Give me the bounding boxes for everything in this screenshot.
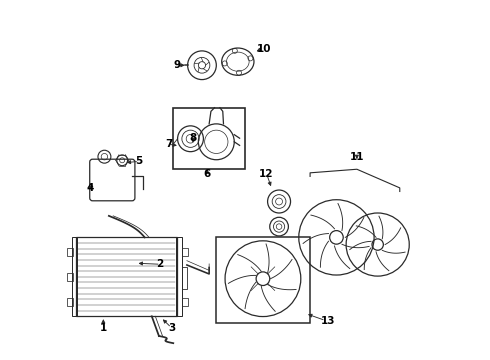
Bar xyxy=(72,237,77,316)
Bar xyxy=(67,273,73,281)
Text: 12: 12 xyxy=(259,168,274,179)
Bar xyxy=(67,298,73,306)
Text: 2: 2 xyxy=(156,259,164,269)
Bar xyxy=(181,266,187,289)
Text: 4: 4 xyxy=(86,183,94,193)
Text: 3: 3 xyxy=(168,323,175,333)
Bar xyxy=(176,237,182,316)
Bar xyxy=(182,298,188,306)
Bar xyxy=(182,248,188,256)
Text: 7: 7 xyxy=(165,139,172,149)
Text: 8: 8 xyxy=(189,133,196,143)
Bar xyxy=(216,237,310,323)
Bar xyxy=(76,237,177,316)
Text: 5: 5 xyxy=(135,156,142,166)
Bar xyxy=(173,108,245,169)
Text: 10: 10 xyxy=(257,44,271,54)
Text: 9: 9 xyxy=(173,60,181,70)
Text: 1: 1 xyxy=(100,323,107,333)
Text: 6: 6 xyxy=(204,168,211,179)
Bar xyxy=(67,248,73,256)
Text: 11: 11 xyxy=(350,152,364,162)
Text: 13: 13 xyxy=(321,316,336,325)
